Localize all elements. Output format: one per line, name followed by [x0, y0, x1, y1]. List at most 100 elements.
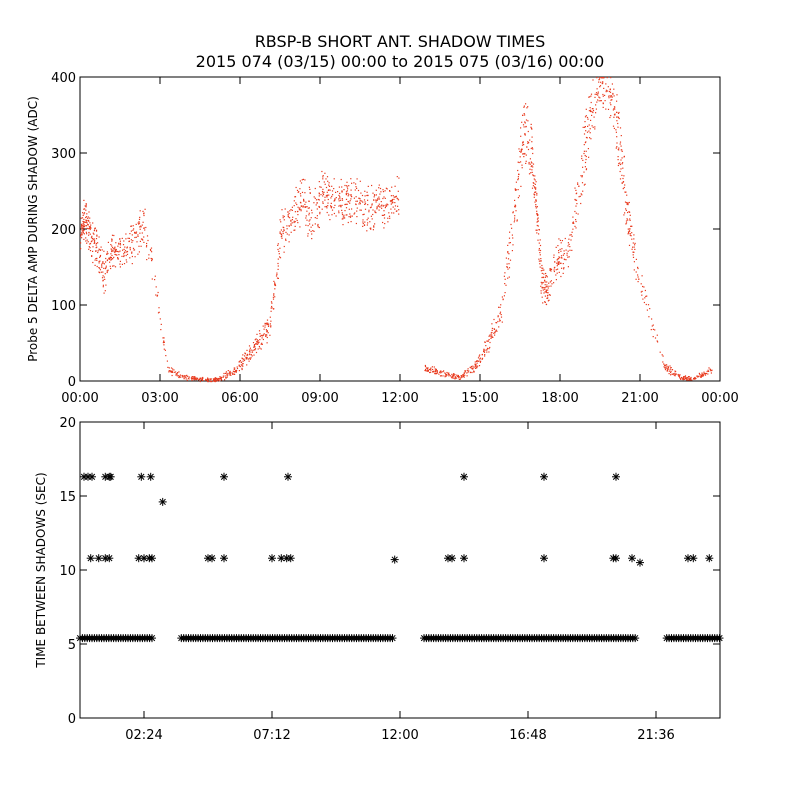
data-point [130, 225, 132, 227]
data-point [524, 152, 526, 155]
data-point [553, 254, 555, 256]
data-point [239, 361, 241, 363]
data-point [119, 242, 121, 244]
data-point [85, 240, 87, 242]
data-point [95, 258, 97, 260]
data-point [131, 251, 133, 253]
data-point [499, 311, 502, 313]
data-point [506, 263, 508, 265]
data-point [290, 209, 292, 211]
data-point [147, 239, 149, 242]
data-point [504, 278, 506, 280]
data-point [459, 378, 461, 380]
asterisk-stroke [95, 555, 102, 562]
data-point [252, 349, 254, 351]
data-point [283, 229, 285, 231]
data-point [535, 200, 537, 202]
y-tick-label: 100 [51, 299, 76, 314]
data-point [213, 379, 215, 381]
data-point [398, 177, 400, 179]
data-point [102, 271, 104, 273]
data-point [481, 357, 484, 359]
data-point [258, 330, 261, 332]
data-point [477, 360, 479, 362]
data-point [521, 144, 524, 146]
data-point [314, 217, 316, 219]
data-point [470, 371, 472, 373]
data-point [82, 212, 84, 214]
data-point [89, 226, 91, 228]
data-point [384, 197, 386, 199]
data-point [338, 210, 340, 212]
data-point [375, 199, 377, 202]
y-tick-label: 5 [68, 638, 76, 653]
data-point [531, 136, 533, 138]
data-point [574, 187, 576, 189]
data-point [119, 263, 121, 265]
data-point [297, 222, 299, 224]
data-point [563, 268, 565, 270]
data-point [445, 375, 447, 377]
data-point [88, 231, 90, 234]
data-point [585, 155, 587, 158]
data-point [688, 376, 690, 378]
data-point [391, 200, 393, 202]
data-point [517, 197, 519, 199]
data-point [366, 230, 368, 232]
data-point [535, 204, 537, 206]
asterisk-stroke [540, 473, 548, 480]
data-point [138, 222, 141, 224]
data-point [102, 284, 104, 286]
data-point [82, 227, 84, 229]
data-point [527, 120, 529, 122]
data-point [201, 378, 203, 381]
data-point [599, 85, 602, 87]
data-point [192, 378, 194, 380]
data-point [584, 116, 587, 118]
data-point [196, 377, 198, 379]
data-point [524, 122, 526, 124]
data-point [555, 246, 557, 248]
data-point [291, 206, 293, 208]
data-point [592, 79, 594, 81]
data-point [329, 189, 331, 191]
data-point [602, 95, 604, 97]
data-point [206, 379, 208, 381]
data-point [281, 209, 283, 211]
data-point [505, 257, 507, 259]
data-point [632, 256, 635, 258]
data-point [226, 372, 228, 374]
data-point [549, 294, 551, 296]
data-point [214, 379, 216, 381]
data-point [466, 369, 468, 372]
data-point [472, 368, 474, 370]
data-point [522, 142, 524, 144]
data-point [592, 111, 594, 114]
data-point [531, 169, 533, 171]
data-point [326, 176, 329, 178]
data-point [527, 130, 529, 133]
data-point [190, 377, 192, 379]
data-point [479, 354, 481, 356]
data-point [281, 237, 283, 239]
data-point [259, 347, 261, 349]
data-point [367, 217, 369, 219]
data-point [168, 371, 170, 373]
data-point [259, 333, 261, 335]
data-point [587, 118, 589, 120]
data-point [341, 191, 343, 193]
data-point [549, 281, 551, 283]
data-point [521, 164, 523, 166]
data-point [520, 185, 522, 187]
data-point [479, 361, 481, 363]
data-point [478, 355, 480, 357]
data-point [312, 230, 314, 232]
data-point [111, 245, 113, 247]
data-point [353, 182, 355, 184]
data-point [466, 375, 468, 377]
data-point [331, 206, 333, 208]
data-point [101, 266, 103, 268]
data-point [322, 188, 324, 190]
data-point [94, 242, 96, 244]
data-point [627, 204, 629, 206]
